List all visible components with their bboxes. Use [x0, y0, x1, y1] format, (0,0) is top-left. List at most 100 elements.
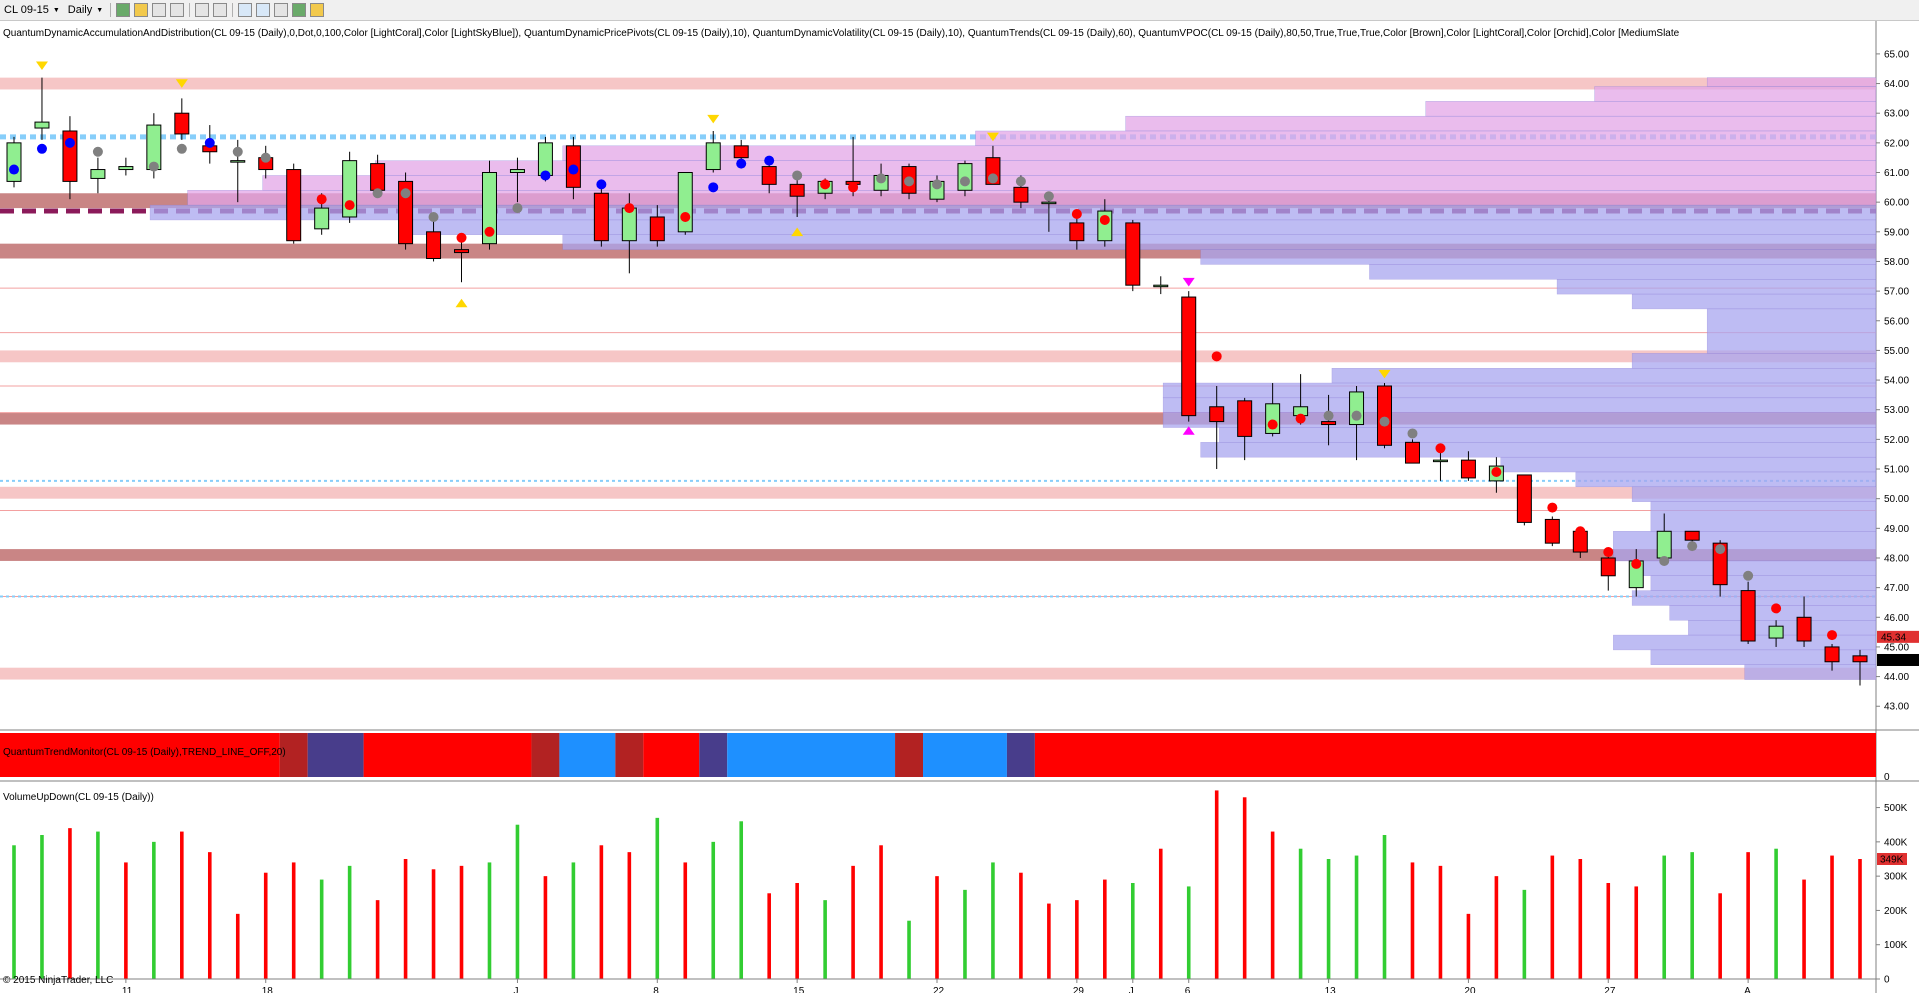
volume-bar	[1662, 855, 1667, 979]
candle-body	[705, 142, 721, 171]
accumulation-dot	[1211, 351, 1222, 362]
vpoc-histogram-row	[1650, 649, 1877, 665]
draw-pencil-icon[interactable]	[134, 3, 149, 17]
price-axis-label: 57.00	[1884, 287, 1909, 298]
accumulation-dot	[1715, 544, 1726, 555]
pivot-triangle-marker	[1182, 277, 1195, 287]
cursor-icon[interactable]	[195, 3, 210, 17]
chart-canvas[interactable]: 65.00 64.00 63.00 62.00 61.00 60.00 59.00 58.00…	[0, 21, 1919, 993]
date-axis-label: J	[1129, 986, 1134, 993]
volume-bar	[40, 835, 44, 979]
zoom-icon[interactable]	[170, 3, 185, 17]
instrument-selector[interactable]: CL 09-15 ▼	[0, 1, 64, 19]
accumulation-dot	[1491, 466, 1502, 477]
magnifier-icon[interactable]	[213, 3, 228, 17]
vpoc-histogram-row	[1631, 560, 1877, 576]
current-price-label: 45.34	[1881, 632, 1906, 643]
accumulation-dot	[1659, 555, 1670, 566]
volume-bar	[180, 831, 184, 979]
volume-bar	[1718, 893, 1722, 979]
volume-bar	[1242, 797, 1247, 979]
candle-body	[118, 166, 134, 171]
vpoc-histogram-row	[187, 190, 1877, 206]
accumulation-dot	[344, 200, 355, 211]
candle-body	[426, 231, 442, 259]
bar-type-icon[interactable]	[116, 3, 131, 17]
price-axis-label: 46.00	[1884, 613, 1909, 624]
volume-bar	[431, 869, 436, 979]
price-axis-label: 62.00	[1884, 138, 1909, 149]
vpoc-histogram-row	[1369, 264, 1877, 280]
accumulation-dot	[316, 194, 327, 205]
volume-bar	[1019, 872, 1023, 979]
candle-body	[1516, 474, 1532, 523]
volume-bar	[403, 859, 408, 979]
vpoc-histogram-row	[1744, 664, 1877, 680]
volume-bar	[627, 852, 632, 979]
pivot-triangle-marker	[707, 114, 720, 124]
volume-panel-title: VolumeUpDown(CL 09-15 (Daily))	[3, 792, 154, 803]
price-axis-label: 51.00	[1884, 465, 1909, 476]
accumulation-dot	[232, 146, 243, 157]
trend-monitor-segment	[0, 733, 280, 777]
horizontal-levels	[0, 77, 1876, 680]
volume-bar	[599, 845, 604, 979]
candle-body	[1432, 459, 1448, 463]
accumulation-dot	[1407, 428, 1418, 439]
candle-body	[1852, 655, 1868, 663]
candle-body	[1404, 441, 1420, 464]
accumulation-dot	[596, 179, 607, 190]
price-panel-title: QuantumDynamicAccumulationAndDistributio…	[3, 28, 1680, 39]
candle-body	[789, 183, 805, 197]
trend-monitor-segment	[363, 733, 532, 777]
volume-bar	[683, 862, 688, 979]
pivot-markers	[35, 61, 1391, 435]
accumulation-dot	[1015, 176, 1026, 187]
add-indicator-icon[interactable]	[238, 3, 253, 17]
date-axis-label: 15	[793, 986, 805, 993]
vpoc-histogram-row	[1162, 382, 1877, 399]
price-axis-label: 55.00	[1884, 346, 1909, 357]
interval-selector[interactable]: Daily ▼	[64, 1, 107, 19]
price-axis-label: 49.00	[1884, 524, 1909, 535]
chart-properties-icon[interactable]	[274, 3, 289, 17]
volatility-band	[0, 77, 1876, 90]
volume-bar	[1158, 848, 1163, 979]
price-axis-label: 48.00	[1884, 553, 1909, 564]
volume-bar	[571, 862, 576, 979]
last-volume-label: 349K	[1880, 855, 1904, 866]
volume-bar	[1494, 876, 1499, 979]
data-box-icon[interactable]	[292, 3, 307, 17]
strategies-icon[interactable]	[256, 3, 271, 17]
candle-body	[593, 192, 609, 242]
volume-bar	[515, 824, 520, 979]
volume-bar	[1746, 852, 1750, 979]
volume-bar	[347, 865, 352, 979]
pivot-triangle-marker	[35, 61, 48, 71]
accumulation-dot	[1043, 191, 1054, 202]
candle-body	[1460, 459, 1476, 479]
volume-bar	[1830, 855, 1834, 979]
alert-icon[interactable]	[310, 3, 325, 17]
trend-monitor-segment	[531, 733, 560, 777]
volume-bar	[823, 900, 827, 979]
volume-axis-label: 100K	[1884, 940, 1908, 951]
volume-bar	[1075, 900, 1079, 979]
trend-monitor-segment	[895, 733, 924, 777]
volume-bar	[1858, 859, 1862, 979]
volume-bar	[96, 831, 100, 979]
crosshair-icon[interactable]	[152, 3, 167, 17]
accumulation-dot	[680, 211, 691, 222]
volume-bar	[1186, 886, 1191, 979]
vpoc-histogram-row	[1556, 279, 1877, 295]
vpoc-histogram-row	[1706, 77, 1877, 87]
volume-bar	[124, 862, 128, 979]
copyright-text: © 2015 NinjaTrader, LLC	[3, 975, 113, 986]
accumulation-dot	[820, 179, 831, 190]
vpoc-histogram-row	[1631, 293, 1877, 310]
volume-bar	[1522, 889, 1527, 979]
accumulation-dot	[484, 226, 495, 237]
vpoc-histogram-row	[1613, 531, 1877, 562]
trend-monitor-segment	[279, 733, 308, 777]
candle-body	[1153, 284, 1169, 288]
